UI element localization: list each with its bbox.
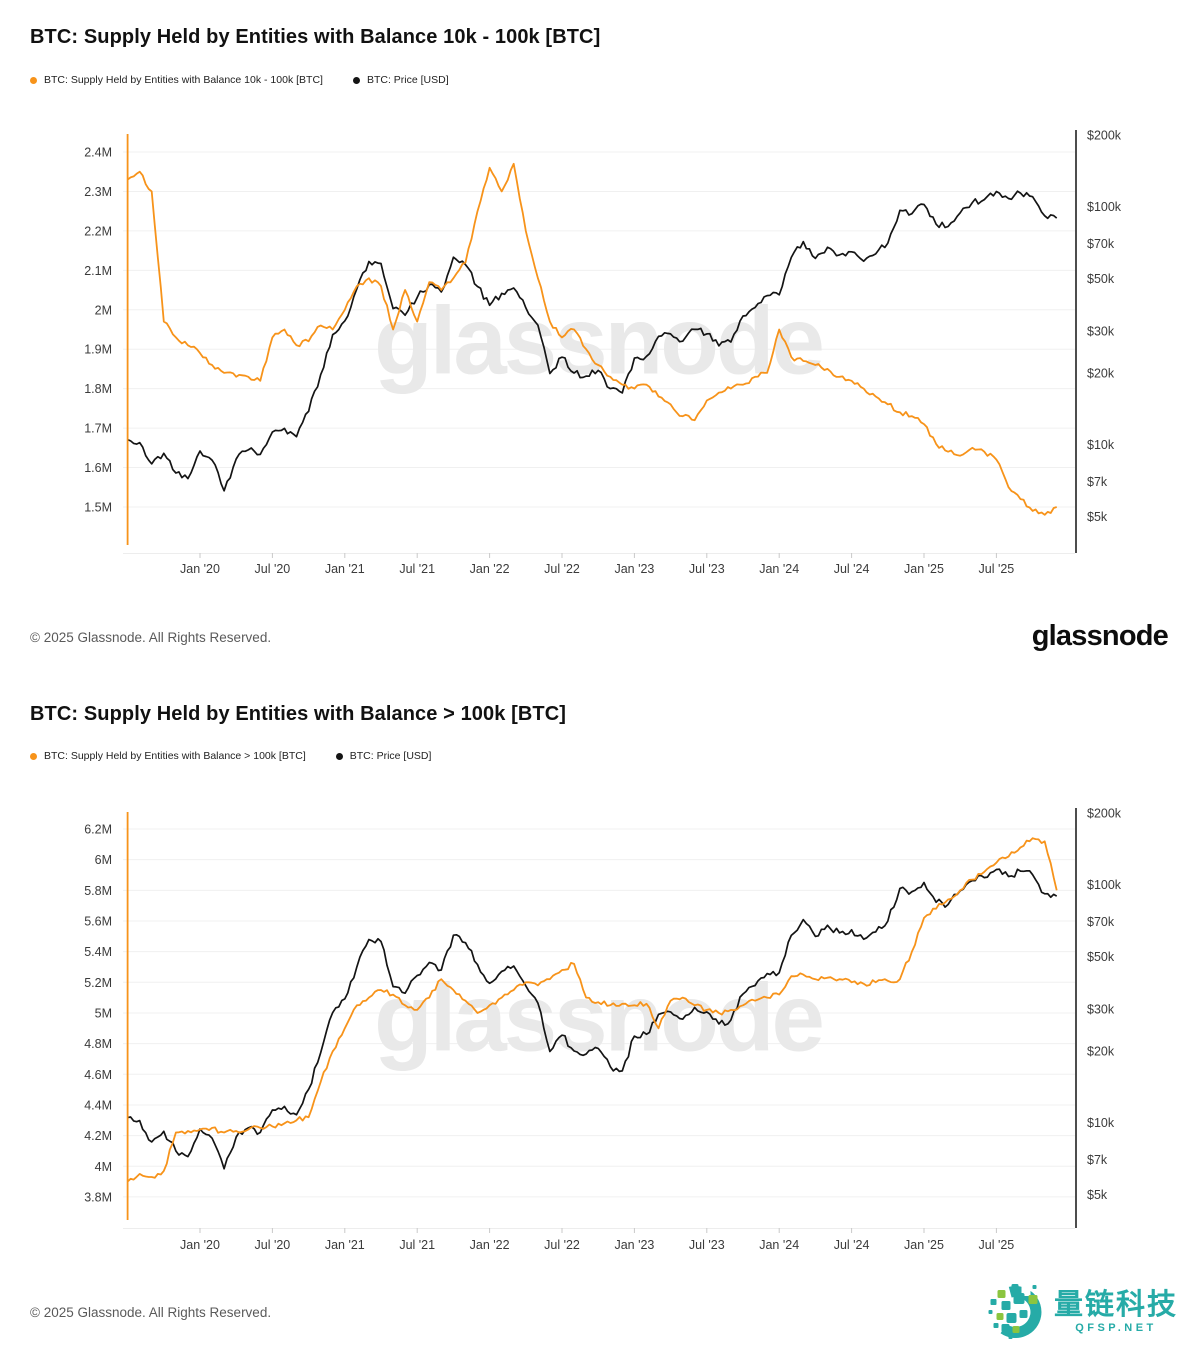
legend-dot-price-icon — [335, 752, 343, 760]
y-axis-left-tick-label: 2.3M — [84, 185, 112, 199]
price-line-series — [127, 190, 1058, 492]
y-axis-left-tick-label: 6M — [95, 853, 112, 867]
legend-item-price-2[interactable]: BTC: Price [USD] — [335, 750, 432, 762]
x-axis-tick-label: Jul '25 — [979, 562, 1015, 576]
y-axis-right-tick-label: $5k — [1087, 1188, 1108, 1202]
x-axis-tick-label: Jan '25 — [904, 562, 944, 576]
x-axis-tick-label: Jul '25 — [979, 1238, 1015, 1252]
y-axis-left-tick-label: 2.2M — [84, 224, 112, 238]
x-axis-tick-label: Jan '24 — [759, 562, 799, 576]
y-axis-left-tick-label: 1.6M — [84, 461, 112, 475]
x-axis-tick-label: Jul '21 — [399, 1238, 435, 1252]
supply-line-series — [127, 162, 1057, 516]
watermark-text: glassnode — [374, 965, 822, 1072]
y-axis-left-tick-label: 5.6M — [84, 914, 112, 928]
legend-dot-price-icon — [352, 76, 360, 84]
y-axis-right-tick-label: $100k — [1087, 200, 1122, 214]
x-axis-tick-label: Jan '25 — [904, 1238, 944, 1252]
y-axis-left-tick-label: 5.4M — [84, 945, 112, 959]
x-axis-tick-label: Jan '21 — [325, 1238, 365, 1252]
y-axis-right-tick-label: $10k — [1087, 438, 1115, 452]
x-axis-tick-label: Jul '20 — [255, 1238, 291, 1252]
legend-label-supply-2: BTC: Supply Held by Entities with Balanc… — [44, 750, 306, 762]
x-axis-tick-label: Jul '24 — [834, 1238, 870, 1252]
x-axis-tick-label: Jan '21 — [325, 562, 365, 576]
y-axis-right-tick-label: $70k — [1087, 915, 1115, 929]
y-axis-left-tick-label: 2.4M — [84, 146, 112, 160]
glassnode-wordmark: glassnode — [1031, 620, 1169, 652]
legend-item-price-1[interactable]: BTC: Price [USD] — [352, 74, 449, 86]
y-axis-left-tick-label: 1.5M — [84, 500, 112, 514]
x-axis-tick-label: Jul '22 — [544, 562, 580, 576]
x-axis-tick-label: Jul '23 — [689, 562, 725, 576]
x-axis-tick-label: Jul '22 — [544, 1238, 580, 1252]
copyright-2: © 2025 Glassnode. All Rights Reserved. — [30, 1305, 272, 1320]
y-axis-left-tick-label: 5M — [95, 1006, 112, 1020]
y-axis-right-tick-label: $50k — [1087, 272, 1115, 286]
y-axis-left-tick-label: 4.6M — [84, 1068, 112, 1082]
y-axis-left-tick-label: 4.2M — [84, 1129, 112, 1143]
watermark-text: glassnode — [374, 288, 822, 395]
legend-2: BTC: Supply Held by Entities with Balanc… — [30, 750, 431, 762]
x-axis-tick-label: Jan '23 — [614, 1238, 654, 1252]
chart-title-1: BTC: Supply Held by Entities with Balanc… — [30, 26, 601, 48]
y-axis-left-tick-label: 1.9M — [84, 343, 112, 357]
qfsp-logo-text: 量链科技 — [1053, 1288, 1178, 1321]
legend-item-supply-2[interactable]: BTC: Supply Held by Entities with Balanc… — [30, 750, 306, 762]
x-axis-tick-label: Jul '21 — [399, 562, 435, 576]
y-axis-right-tick-label: $70k — [1087, 237, 1115, 251]
copyright-1: © 2025 Glassnode. All Rights Reserved. — [30, 630, 272, 645]
y-axis-left-tick-label: 4.4M — [84, 1098, 112, 1112]
legend-label-price-1: BTC: Price [USD] — [366, 74, 449, 86]
y-axis-left-tick-label: 5.2M — [84, 976, 112, 990]
y-axis-right-tick-label: $200k — [1087, 129, 1122, 143]
y-axis-right-tick-label: $7k — [1087, 1153, 1108, 1167]
y-axis-right-tick-label: $30k — [1087, 325, 1115, 339]
y-axis-right-tick-label: $20k — [1087, 367, 1115, 381]
x-axis-tick-label: Jul '20 — [255, 562, 291, 576]
x-axis-tick-label: Jan '23 — [614, 562, 654, 576]
x-axis-tick-label: Jan '22 — [470, 1238, 510, 1252]
y-axis-left-tick-label: 6.2M — [84, 823, 112, 837]
y-axis-left-tick-label: 4.8M — [84, 1037, 112, 1051]
y-axis-left-tick-label: 2M — [95, 303, 112, 317]
qfsp-logo-subtext: QFSP.NET — [1075, 1322, 1157, 1335]
x-axis-tick-label: Jul '23 — [689, 1238, 725, 1252]
legend-1: BTC: Supply Held by Entities with Balanc… — [30, 74, 449, 86]
y-axis-right-tick-label: $20k — [1087, 1045, 1115, 1059]
y-axis-right-tick-label: $200k — [1087, 807, 1122, 821]
y-axis-right-tick-label: $30k — [1087, 1003, 1115, 1017]
chart-title-2: BTC: Supply Held by Entities with Balanc… — [30, 703, 567, 725]
legend-label-supply-1: BTC: Supply Held by Entities with Balanc… — [44, 74, 323, 86]
x-axis-tick-label: Jul '24 — [834, 562, 870, 576]
price-line-series — [127, 868, 1058, 1170]
y-axis-right-tick-label: $5k — [1087, 510, 1108, 524]
y-axis-left-tick-label: 5.8M — [84, 884, 112, 898]
y-axis-left-tick-label: 3.8M — [84, 1190, 112, 1204]
y-axis-left-tick-label: 4M — [95, 1160, 112, 1174]
legend-item-supply-1[interactable]: BTC: Supply Held by Entities with Balanc… — [30, 74, 323, 86]
supply-line-series — [126, 837, 1058, 1183]
y-axis-right-tick-label: $100k — [1087, 878, 1122, 892]
y-axis-left-tick-label: 2.1M — [84, 264, 112, 278]
y-axis-right-tick-label: $7k — [1087, 475, 1108, 489]
qfsp-logo-icon — [988, 1284, 1042, 1339]
legend-dot-supply-icon — [30, 76, 37, 84]
y-axis-left-tick-label: 1.8M — [84, 382, 112, 396]
y-axis-right-tick-label: $50k — [1087, 950, 1115, 964]
legend-dot-supply-icon — [30, 752, 37, 760]
x-axis-tick-label: Jan '22 — [470, 562, 510, 576]
y-axis-right-tick-label: $10k — [1087, 1116, 1115, 1130]
x-axis-tick-label: Jan '24 — [759, 1238, 799, 1252]
y-axis-left-tick-label: 1.7M — [84, 422, 112, 436]
qfsp-logo-block[interactable]: 量链科技 QFSP.NET — [987, 1283, 1178, 1341]
legend-label-price-2: BTC: Price [USD] — [349, 750, 432, 762]
x-axis-tick-label: Jan '20 — [180, 1238, 220, 1252]
x-axis-tick-label: Jan '20 — [180, 562, 220, 576]
